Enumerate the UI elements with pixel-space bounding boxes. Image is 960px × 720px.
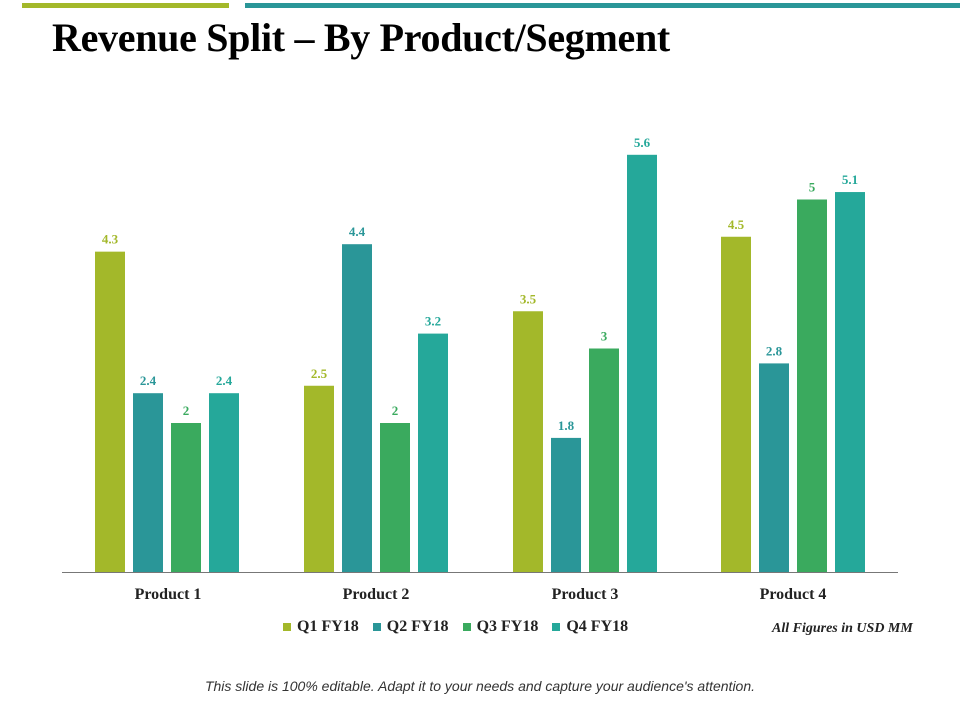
data-label: 3.2: [425, 314, 441, 329]
legend-label-q4: Q4 FY18: [566, 618, 629, 635]
data-label: 1.8: [558, 418, 575, 433]
data-label: 2: [392, 403, 399, 418]
legend-swatch-q1: [283, 623, 291, 631]
data-label: 5.1: [842, 172, 858, 187]
bar-q2-fy18-product-2: [342, 244, 372, 572]
data-label: 4.4: [349, 224, 366, 239]
data-label: 2.5: [311, 366, 328, 381]
chart-legend: Q1 FY18 Q2 FY18 Q3 FY18 Q4 FY18: [283, 618, 628, 636]
data-label: 2: [183, 403, 190, 418]
data-label: 5.6: [634, 135, 651, 150]
legend-item-q1: Q1 FY18: [283, 618, 359, 636]
bar-q3-fy18-product-2: [380, 423, 410, 572]
data-label: 4.3: [102, 232, 119, 247]
data-label: 2.4: [216, 373, 233, 388]
legend-swatch-q3: [462, 623, 471, 631]
bar-q4-fy18-product-3: [627, 154, 657, 573]
footer-caption: This slide is 100% editable. Adapt it to…: [204, 678, 756, 694]
bar-q1-fy18-product-1: [95, 251, 125, 572]
x-tick-label: Product 2: [343, 586, 410, 603]
legend-label-q1: Q1 FY18: [297, 618, 359, 635]
units-note: All Figures in USD MM: [772, 621, 913, 636]
bar-q3-fy18-product-3: [589, 348, 619, 572]
bar-q2-fy18-product-4: [759, 363, 789, 572]
bar-q1-fy18-product-3: [513, 311, 543, 572]
data-label: 2.4: [140, 373, 157, 388]
legend-swatch-q2: [372, 623, 381, 631]
bar-q2-fy18-product-1: [133, 393, 163, 572]
legend-item-q2: Q2 FY18: [372, 618, 449, 636]
slide-title: Revenue Split – By Product/Segment: [52, 15, 670, 60]
legend-item-q3: Q3 FY18: [462, 618, 539, 636]
bar-q3-fy18-product-1: [171, 423, 201, 572]
bar-q4-fy18-product-1: [209, 393, 239, 572]
top-accent-bar-left: [22, 3, 229, 8]
legend-swatch-q4: [552, 623, 561, 631]
data-label: 5: [809, 180, 816, 195]
bar-q2-fy18-product-3: [551, 437, 581, 572]
bar-q1-fy18-product-2: [304, 385, 334, 572]
x-tick-label: Product 3: [552, 586, 619, 603]
data-label: 3.5: [520, 291, 537, 306]
data-label: 3: [601, 329, 608, 344]
legend-label-q3: Q3 FY18: [476, 618, 539, 635]
bar-q4-fy18-product-2: [418, 333, 448, 572]
data-label: 4.5: [728, 217, 745, 232]
x-tick-label: Product 1: [135, 586, 202, 603]
data-label: 2.8: [766, 343, 783, 358]
bar-q3-fy18-product-4: [797, 199, 827, 572]
x-tick-label: Product 4: [760, 586, 827, 603]
legend-label-q2: Q2 FY18: [386, 618, 449, 635]
legend-item-q4: Q4 FY18: [552, 618, 628, 636]
bar-q4-fy18-product-4: [835, 192, 865, 573]
bar-q1-fy18-product-4: [721, 236, 751, 572]
top-accent-bar-right: [245, 3, 960, 8]
